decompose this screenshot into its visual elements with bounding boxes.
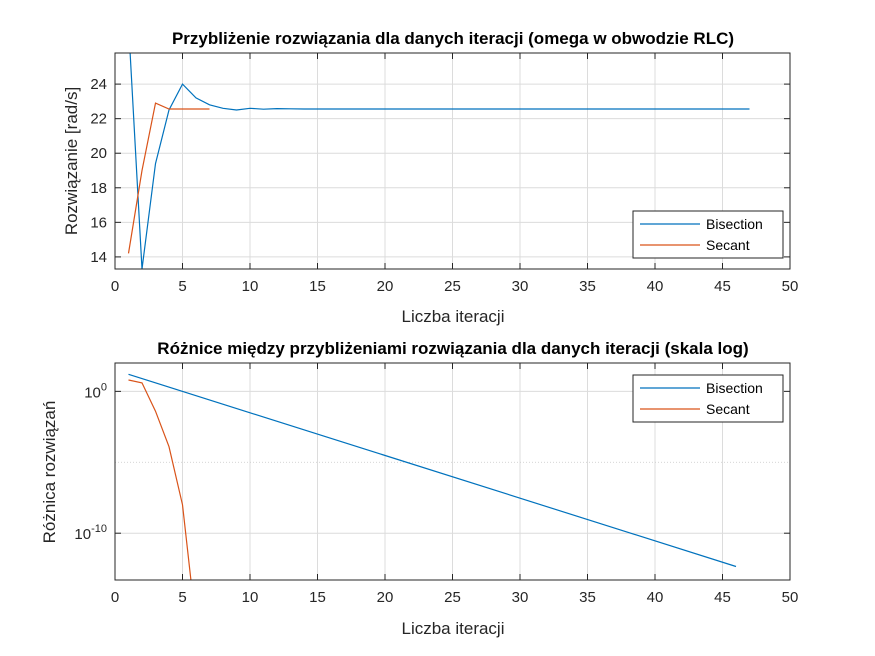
x-tick-label: 50 bbox=[782, 589, 799, 606]
y-tick-label: 14 bbox=[90, 249, 107, 266]
y-tick-label: 16 bbox=[90, 214, 107, 231]
x-tick-label: 0 bbox=[111, 278, 119, 295]
y-tick-label: 22 bbox=[90, 111, 107, 128]
y-tick-label: 24 bbox=[90, 76, 107, 93]
x-axis-label: Liczba iteracji bbox=[402, 307, 505, 326]
x-tick-label: 45 bbox=[714, 589, 731, 606]
x-tick-label: 5 bbox=[178, 278, 186, 295]
x-tick-label: 5 bbox=[178, 589, 186, 606]
x-tick-label: 15 bbox=[309, 589, 326, 606]
series-line-secant bbox=[127, 102, 210, 254]
legend-box bbox=[632, 210, 784, 259]
x-tick-label: 40 bbox=[647, 278, 664, 295]
x-tick-label: 35 bbox=[579, 278, 596, 295]
x-tick-label: 25 bbox=[444, 589, 461, 606]
x-tick-label: 40 bbox=[647, 589, 664, 606]
x-tick-label: 20 bbox=[377, 278, 394, 295]
chart-title: Przybliżenie rozwiązania dla danych iter… bbox=[172, 29, 734, 48]
series-lines bbox=[127, 53, 750, 269]
x-tick-label: 45 bbox=[714, 278, 731, 295]
legend-box bbox=[632, 374, 784, 423]
series-lines bbox=[128, 373, 737, 580]
x-axis-label: Liczba iteracji bbox=[402, 619, 505, 638]
grid bbox=[115, 363, 790, 580]
x-tick-label: 35 bbox=[579, 589, 596, 606]
y-tick-label: 20 bbox=[90, 145, 107, 162]
solution-approximation-chart: Przybliżenie rozwiązania dla danych iter… bbox=[62, 29, 798, 326]
legend-label-secant: Secant bbox=[706, 401, 750, 417]
chart-title: Różnice między przybliżeniami rozwiązani… bbox=[157, 339, 748, 358]
y-tick-label: 100 bbox=[84, 381, 107, 401]
y-axis-label: Rozwiązanie [rad/s] bbox=[62, 87, 81, 235]
x-tick-label: 25 bbox=[444, 278, 461, 295]
series-line-bisection bbox=[129, 53, 750, 269]
y-tick-label: 10-10 bbox=[74, 523, 107, 543]
x-tick-label: 50 bbox=[782, 278, 799, 295]
legend: Bisection Secant bbox=[632, 210, 784, 259]
x-tick-label: 0 bbox=[111, 589, 119, 606]
legend: Bisection Secant bbox=[632, 374, 784, 423]
series-line-bisection bbox=[128, 373, 737, 568]
legend-label-secant: Secant bbox=[706, 237, 750, 253]
legend-label-bisection: Bisection bbox=[706, 380, 763, 396]
y-axis-label: Różnica rozwiązań bbox=[40, 401, 59, 544]
series-line-secant bbox=[128, 379, 192, 580]
tick-labels: 0 5 10 15 20 25 30 35 40 45 50 100 10-10 bbox=[74, 363, 798, 606]
x-tick-label: 30 bbox=[512, 278, 529, 295]
x-tick-label: 10 bbox=[242, 278, 259, 295]
y-tick-label: 18 bbox=[90, 180, 107, 197]
x-tick-label: 30 bbox=[512, 589, 529, 606]
legend-label-bisection: Bisection bbox=[706, 216, 763, 232]
x-tick-label: 15 bbox=[309, 278, 326, 295]
tick-labels: 0 5 10 15 20 25 30 35 40 45 50 14 16 18 20 22 24 bbox=[90, 53, 798, 295]
difference-log-chart: Różnice między przybliżeniami rozwiązani… bbox=[40, 339, 798, 638]
x-tick-label: 10 bbox=[242, 589, 259, 606]
x-tick-label: 20 bbox=[377, 589, 394, 606]
